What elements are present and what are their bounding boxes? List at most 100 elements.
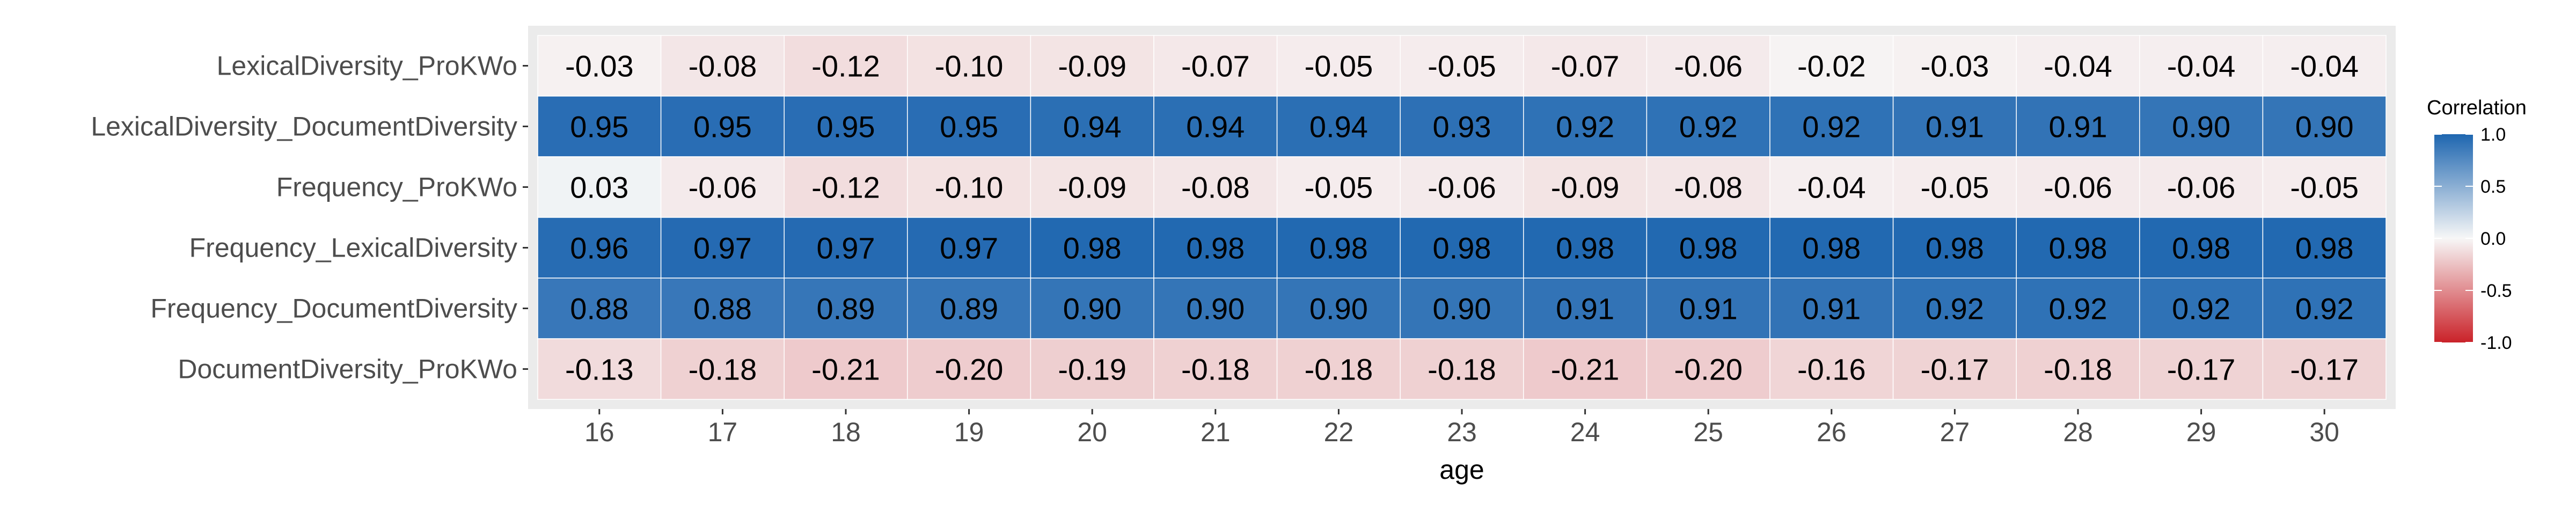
heatmap-cell	[1769, 156, 1894, 218]
heatmap-cell-label: 0.98	[1926, 231, 1984, 265]
heatmap-cell	[2139, 156, 2264, 218]
heatmap-cell-label: 0.95	[693, 110, 752, 144]
heatmap-cell-label: 0.95	[940, 110, 998, 144]
heatmap-cell-label: 0.88	[693, 292, 752, 326]
heatmap-cell-label: -0.10	[935, 49, 1004, 83]
heatmap-cell	[1153, 96, 1278, 157]
heatmap-cell-label: -0.02	[1797, 49, 1866, 83]
heatmap-cell-label: 0.94	[1186, 110, 1245, 144]
heatmap-cell-label: -0.20	[1674, 353, 1743, 386]
x-axis-tick-label: 24	[1570, 417, 1600, 447]
legend: Correlation 1.0 0.5 0.0 -0.5 -1.0	[2427, 97, 2527, 353]
heatmap-cell	[1153, 217, 1278, 279]
heatmap-cell	[1646, 278, 1770, 339]
heatmap-cell-label: -0.09	[1058, 49, 1126, 83]
heatmap-cell-label: 0.98	[1556, 231, 1614, 265]
heatmap-cell	[660, 338, 785, 400]
heatmap-cell-label: 0.92	[1679, 110, 1738, 144]
heatmap-cell-label: -0.21	[811, 353, 880, 386]
legend-tick-label: 0.0	[2480, 229, 2506, 249]
heatmap-cell-label: 0.94	[1063, 110, 1122, 144]
heatmap-cell-label: -0.12	[811, 171, 880, 205]
heatmap-cell-label: 0.91	[1926, 110, 1984, 144]
heatmap-cell-label: -0.17	[2167, 353, 2236, 386]
heatmap-cell	[1769, 338, 1894, 400]
heatmap-cell-label: 0.95	[570, 110, 628, 144]
heatmap-cell-label: -0.05	[2290, 171, 2359, 205]
heatmap-cell	[537, 35, 662, 97]
x-axis-tick-label: 26	[1817, 417, 1847, 447]
heatmap-cells	[537, 35, 2387, 400]
y-axis-tick-label: Frequency_ProKWo	[276, 172, 517, 202]
heatmap-cell	[784, 217, 908, 279]
heatmap-cell-label: 0.98	[2295, 231, 2354, 265]
heatmap-cell	[537, 338, 662, 400]
heatmap-cell-label: -0.06	[2167, 171, 2236, 205]
y-axis-tick-label: LexicalDiversity_DocumentDiversity	[91, 112, 517, 142]
heatmap-cell-label: 0.98	[1433, 231, 1491, 265]
heatmap-cell	[660, 278, 785, 339]
x-axis-tick-label: 29	[2186, 417, 2216, 447]
heatmap-cell	[1892, 278, 2017, 339]
heatmap-cell	[2262, 217, 2387, 279]
heatmap-cell-label: 0.92	[1926, 292, 1984, 326]
heatmap-cell	[2262, 35, 2387, 97]
heatmap-cell	[1892, 338, 2017, 400]
heatmap-cell	[1523, 217, 1648, 279]
heatmap-cell	[1892, 156, 2017, 218]
heatmap-cell-label: -0.10	[935, 171, 1004, 205]
heatmap-cell	[1523, 35, 1648, 97]
heatmap-cell-label: -0.04	[1797, 171, 1866, 205]
x-axis-tick-label: 18	[831, 417, 861, 447]
heatmap-cell-labels: -0.03 -0.08 -0.12 -0.10 -0.09 -0.07 -0.05 -0.05…	[565, 49, 2359, 386]
y-axis-tick-label: LexicalDiversity_ProKWo	[217, 51, 517, 81]
heatmap-cell-label: -0.09	[1058, 171, 1126, 205]
heatmap-cell-label: -0.18	[2044, 353, 2112, 386]
heatmap-cell-label: 0.91	[1802, 292, 1861, 326]
heatmap-cell-label: -0.07	[1551, 49, 1620, 83]
heatmap-cell-label: -0.03	[1921, 49, 1989, 83]
heatmap-cell-label: -0.06	[2044, 171, 2112, 205]
heatmap-cell-label: 0.90	[1186, 292, 1245, 326]
heatmap-cell-label: 0.98	[1679, 231, 1738, 265]
heatmap-cell-label: 0.98	[2049, 231, 2107, 265]
y-axis-tick-label: DocumentDiversity_ProKWo	[178, 354, 517, 384]
heatmap-cell-label: -0.19	[1058, 353, 1126, 386]
heatmap-cell-label: -0.04	[2290, 49, 2359, 83]
heatmap-cell-label: -0.12	[811, 49, 880, 83]
heatmap-cell-label: 0.90	[1063, 292, 1122, 326]
x-axis-tick-label: 20	[1077, 417, 1107, 447]
heatmap-cell	[1892, 35, 2017, 97]
y-axis-tick-label: Frequency_LexicalDiversity	[189, 233, 517, 263]
heatmap-cell	[1646, 338, 1770, 400]
x-axis-tick-label: 17	[708, 417, 738, 447]
heatmap-cell	[2139, 278, 2264, 339]
heatmap-cell	[2016, 156, 2140, 218]
heatmap-cell	[907, 35, 1031, 97]
heatmap-cell	[1153, 338, 1278, 400]
heatmap-cell	[1276, 35, 1401, 97]
heatmap-cell	[784, 96, 908, 157]
heatmap-cell	[907, 156, 1031, 218]
heatmap-cell	[1030, 338, 1154, 400]
heatmap-cell-label: 0.98	[1186, 231, 1245, 265]
heatmap-cell	[907, 217, 1031, 279]
heatmap-cell-label: -0.18	[689, 353, 757, 386]
heatmap-cell-label: -0.04	[2167, 49, 2236, 83]
heatmap-cell-label: -0.18	[1181, 353, 1250, 386]
heatmap-cell	[784, 35, 908, 97]
heatmap-cell	[1400, 156, 1524, 218]
y-axis-tick-label: Frequency_DocumentDiversity	[150, 294, 517, 324]
heatmap-cell	[1030, 96, 1154, 157]
heatmap-cell-label: 0.89	[940, 292, 998, 326]
heatmap-cell	[1769, 96, 1894, 157]
heatmap-cell	[1523, 338, 1648, 400]
heatmap-cell-label: -0.08	[1181, 171, 1250, 205]
heatmap-cell-label: 0.03	[570, 171, 628, 205]
heatmap-cell-label: -0.06	[1428, 171, 1496, 205]
x-axis-tick-label: 19	[954, 417, 984, 447]
x-axis: 16 17 18 19 20 21 22 23 24 25 26 27 28 29 30	[584, 409, 2339, 447]
x-axis-tick-label: 23	[1447, 417, 1477, 447]
heatmap-cell-label: -0.20	[935, 353, 1004, 386]
